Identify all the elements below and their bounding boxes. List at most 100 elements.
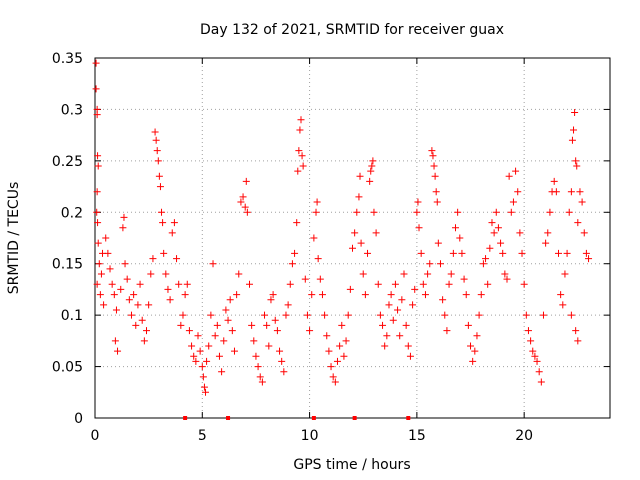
data-point [355, 193, 363, 201]
data-point [213, 321, 221, 329]
data-point [308, 291, 316, 299]
data-point [127, 311, 135, 319]
data-point [293, 219, 301, 227]
data-point [411, 285, 419, 293]
data-point [398, 296, 406, 304]
data-point [454, 208, 462, 216]
data-point [239, 193, 247, 201]
y-tick-label: 0.35 [52, 51, 83, 67]
data-point [429, 152, 437, 160]
data-point [469, 357, 477, 365]
data-point [344, 311, 352, 319]
y-tick-label: 0.05 [52, 360, 83, 376]
plot-frame [94, 57, 611, 419]
data-point [301, 275, 309, 283]
data-point [359, 270, 367, 278]
data-point [439, 296, 447, 304]
data-point [342, 337, 350, 345]
data-point [433, 198, 441, 206]
data-point [568, 136, 576, 144]
data-point [415, 224, 423, 232]
data-point [94, 219, 102, 227]
data-point [383, 332, 391, 340]
data-point [269, 291, 277, 299]
data-point [318, 291, 326, 299]
data-point [154, 157, 162, 165]
data-point [460, 275, 468, 283]
data-point [296, 126, 304, 134]
baseline-marker [352, 416, 357, 420]
data-point [291, 249, 299, 257]
data-point [151, 128, 159, 136]
data-point [288, 260, 296, 268]
data-point [203, 357, 211, 365]
data-point [235, 270, 243, 278]
data-point [338, 321, 346, 329]
data-point [518, 249, 526, 257]
data-point [531, 352, 539, 360]
data-point [156, 183, 164, 191]
data-point [94, 152, 102, 160]
data-point [488, 219, 496, 227]
data-point [391, 280, 399, 288]
data-point [389, 316, 397, 324]
data-point [321, 311, 329, 319]
data-point [366, 177, 374, 185]
data-point [576, 188, 584, 196]
data-point [202, 388, 210, 396]
data-point [205, 342, 213, 350]
data-point [486, 244, 494, 252]
data-point [95, 260, 103, 268]
data-point [458, 249, 466, 257]
x-tick-label: 20 [515, 428, 533, 444]
y-tick-label: 0.15 [52, 257, 83, 273]
data-point [430, 162, 438, 170]
data-point [574, 219, 582, 227]
data-point [409, 301, 417, 309]
data-point [256, 373, 264, 381]
data-point [271, 316, 279, 324]
y-tick-label: 0.3 [61, 102, 83, 118]
data-point [93, 111, 101, 119]
data-point [550, 177, 558, 185]
data-point [246, 280, 253, 288]
data-point [524, 327, 532, 335]
data-point [254, 363, 262, 371]
data-point [175, 280, 183, 288]
data-point [585, 255, 593, 263]
data-point [263, 321, 271, 329]
data-point [533, 357, 541, 365]
data-point [188, 342, 196, 350]
data-point [280, 368, 288, 376]
y-tick-label: 0.25 [52, 154, 83, 170]
data-point [94, 162, 102, 170]
data-point [379, 321, 387, 329]
data-point [224, 316, 232, 324]
data-point [140, 337, 148, 345]
data-point [316, 275, 324, 283]
data-point [196, 347, 204, 355]
data-point [190, 352, 198, 360]
data-point [297, 116, 305, 124]
data-point [559, 301, 567, 309]
data-point [192, 357, 200, 365]
x-tick-label: 0 [91, 428, 100, 444]
data-point [200, 383, 208, 391]
data-point [563, 249, 571, 257]
data-point [303, 311, 311, 319]
data-point [567, 188, 575, 196]
data-point [130, 291, 138, 299]
data-point [120, 213, 128, 221]
data-point [368, 162, 376, 170]
data-point [233, 291, 241, 299]
data-point [96, 291, 104, 299]
data-point [570, 126, 578, 134]
data-point [215, 352, 223, 360]
data-point [153, 147, 161, 155]
data-point [278, 357, 286, 365]
data-point [421, 291, 429, 299]
data-point [512, 167, 520, 175]
data-point [314, 255, 322, 263]
data-point [92, 59, 100, 67]
